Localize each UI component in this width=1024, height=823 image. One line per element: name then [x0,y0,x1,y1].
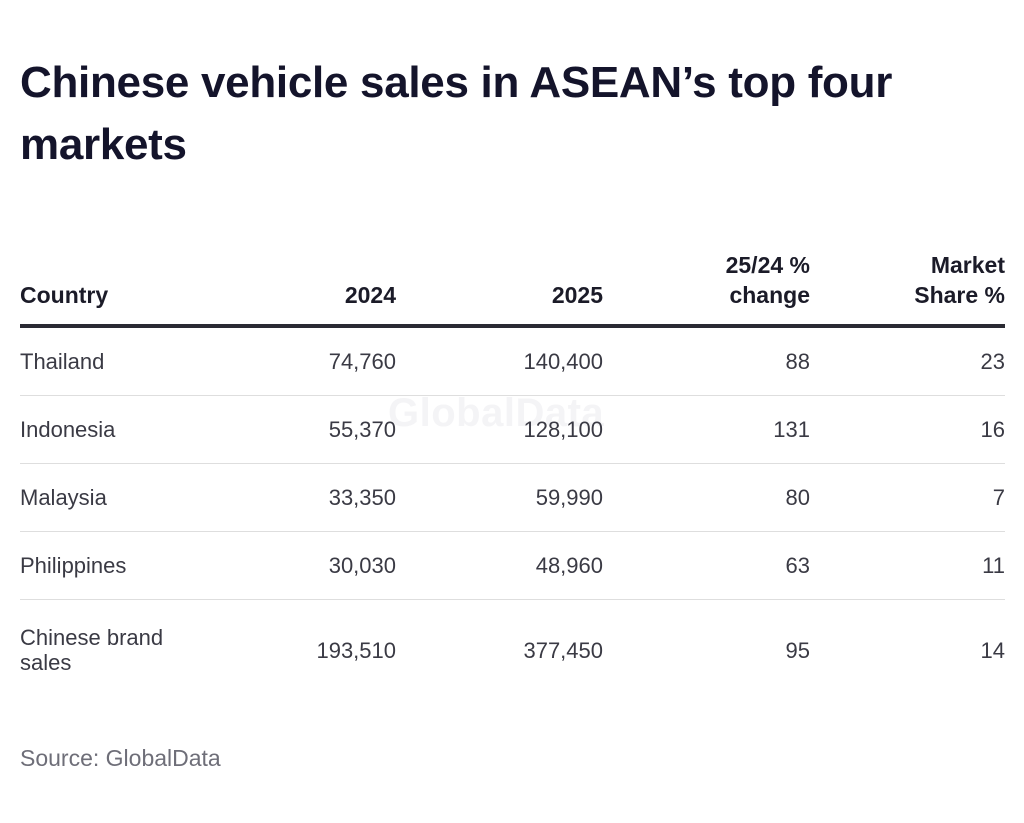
cell-country: Philippines [20,531,250,600]
cell-change: 80 [603,463,810,532]
cell-change: 88 [603,326,810,396]
table-row: Thailand 74,760 140,400 88 23 [20,326,1005,396]
cell-market-share: 11 [810,531,1005,600]
cell-2024: 193,510 [316,637,396,663]
data-table-container: Country 2024 2025 25/24 % change Market … [20,250,1005,700]
cell-2024: 33,350 [250,463,396,532]
page-title: Chinese vehicle sales in ASEAN’s top fou… [20,58,893,169]
cell-2024: 74,760 [250,326,396,396]
cell-change: 63 [603,531,810,600]
country-label: Indonesia [20,417,116,442]
column-header-2024: 2024 [250,250,396,328]
cell-change: 131 [603,395,810,464]
cell-2024: 30,030 [250,531,396,600]
data-table: Country 2024 2025 25/24 % change Market … [20,250,1005,700]
cell-2024: 55,370 [250,395,396,464]
cell-2025: 59,990 [396,463,603,532]
table-row: Philippines 30,030 48,960 63 11 [20,531,1005,600]
cell-country: Thailand [20,326,250,396]
cell-market-share: 16 [810,395,1005,464]
table-header: Country 2024 2025 25/24 % change Market … [20,250,1005,328]
column-header-2025: 2025 [396,250,603,328]
header-row: Country 2024 2025 25/24 % change Market … [20,250,1005,328]
cell-2025: 48,960 [396,531,603,600]
cell-change: 95 [785,637,810,663]
country-label: Malaysia [20,485,107,510]
cell-2025: 377,450 [523,637,603,663]
cell-2025: 140,400 [396,326,603,396]
table-row: Malaysia 33,350 59,990 80 7 [20,463,1005,532]
cell-country: Indonesia [20,395,250,464]
source-note: Source: GlobalData [20,745,221,771]
column-header-change-label: 25/24 % change [725,252,810,308]
country-label: Thailand [20,349,105,374]
column-header-market-share: Market Share % [810,250,1005,328]
table-row: Indonesia 55,370 128,100 131 16 [20,395,1005,464]
country-label: Chinese brand sales [20,625,164,675]
column-header-change: 25/24 % change [603,250,810,328]
cell-2025: 128,100 [396,395,603,464]
cell-country: Malaysia [20,463,250,532]
cell-market-share: 7 [810,463,1005,532]
country-label: Philippines [20,553,127,578]
table-row: Chinese brand sales 193,510 377,450 95 14 [20,600,1005,701]
column-header-market-share-label: Market Share % [914,252,1005,308]
table-body: Thailand 74,760 140,400 88 23 Indonesia 55,370… [20,326,1005,700]
cell-country: Chinese brand sales [20,600,250,701]
column-header-country: Country [20,250,250,328]
cell-market-share: 23 [810,326,1005,396]
cell-market-share: 14 [980,637,1005,663]
